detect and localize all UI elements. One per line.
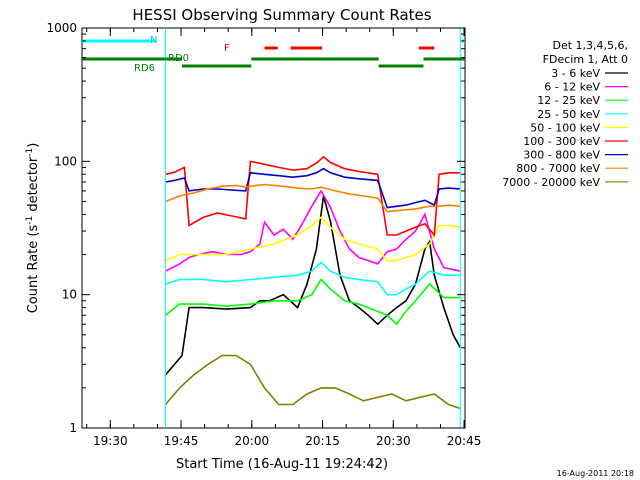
y-axis-label-sup1: -1 (25, 216, 35, 225)
series-line-5 (165, 216, 461, 262)
y-tick-label-3: 100 (54, 154, 77, 168)
legend-label-2: 6 - 12 keV (544, 81, 600, 94)
y-tick-label-1: 1 (69, 421, 77, 435)
legend-header-line-1: Det 1,3,4,5,6, (552, 39, 628, 52)
flag-label-f: F (224, 43, 230, 54)
flag-label-n: N (150, 35, 157, 46)
series-layer (164, 28, 462, 428)
y-axis-label-mid: detector (26, 156, 41, 216)
legend-header-line-2: FDecim 1, Att 0 (543, 53, 628, 66)
y-axis-label-main: Count Rate (s (26, 225, 41, 314)
legend-label-9: 7000 - 20000 keV (502, 176, 600, 189)
x-tick-label-2: 19:45 (164, 434, 199, 448)
plot-frame (81, 27, 466, 429)
y-tick-label-2: 10 (62, 288, 77, 302)
axes-layer: 1 10 100 1000 19:30 19:45 20:00 20:15 20:30 20:45 (46, 21, 481, 448)
legend-label-7: 300 - 800 keV (523, 149, 600, 162)
series-line-4 (165, 261, 461, 296)
x-tick-label-4: 20:15 (305, 434, 340, 448)
y-tick-label-4: 1000 (46, 21, 77, 35)
series-line-9 (164, 354, 461, 410)
chart-title: HESSI Observing Summary Count Rates (132, 6, 431, 24)
x-tick-label-3: 20:00 (235, 434, 270, 448)
y-axis-label: Count Rate (s-1 detector-1) (25, 143, 41, 314)
y-axis-label-sup2: -1 (25, 148, 35, 157)
legend: Det 1,3,4,5,6, FDecim 1, Att 0 3 - 6 keV… (502, 39, 628, 189)
series-line-6 (165, 155, 461, 238)
x-tick-label-1: 19:30 (93, 434, 128, 448)
legend-label-1: 3 - 6 keV (551, 67, 600, 80)
footer-timestamp: 16-Aug-2011 20:18 (557, 469, 634, 478)
series-line-3 (165, 278, 461, 326)
x-axis-label: Start Time (16-Aug-11 19:24:42) (176, 457, 388, 472)
flag-label-rd6: RD6 (134, 63, 155, 74)
series-line-1 (164, 195, 462, 376)
legend-label-3: 12 - 25 keV (537, 94, 600, 107)
y-axis-label-end: ) (26, 143, 41, 148)
legend-label-6: 100 - 300 keV (523, 135, 600, 148)
legend-label-8: 800 - 7000 keV (516, 162, 600, 175)
flag-label-rd0: RD0 (168, 53, 189, 64)
series-line-8 (165, 183, 461, 213)
x-tick-label-5: 20:30 (376, 434, 411, 448)
x-tick-label-6: 20:45 (447, 434, 482, 448)
legend-label-4: 25 - 50 keV (537, 108, 600, 121)
legend-label-5: 50 - 100 keV (530, 121, 600, 134)
